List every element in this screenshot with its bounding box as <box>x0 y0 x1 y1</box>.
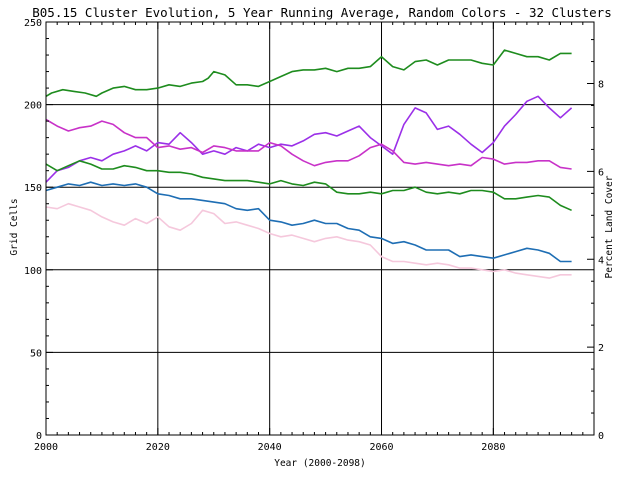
x-tick-label: 2020 <box>146 442 170 453</box>
right-y-tick-label: 0 <box>598 431 604 442</box>
y-tick-label: 250 <box>24 18 42 29</box>
series-line-3 <box>45 118 572 170</box>
series-line-6 <box>45 202 572 279</box>
y-tick-label: 150 <box>24 183 42 194</box>
x-tick-label: 2060 <box>369 442 393 453</box>
y-tick-label: 0 <box>36 431 42 442</box>
series-line-4 <box>45 160 572 212</box>
x-tick-label: 2040 <box>258 442 282 453</box>
series-line-5 <box>45 181 572 263</box>
right-y-tick-label: 8 <box>598 80 604 91</box>
chart-title: B05.15 Cluster Evolution, 5 Year Running… <box>32 5 611 20</box>
y-tick-label: 100 <box>24 266 42 277</box>
x-axis-title: Year (2000-2098) <box>274 458 366 469</box>
right-y-tick-label: 2 <box>598 343 604 354</box>
gridlines <box>46 22 594 435</box>
x-tick-label: 2000 <box>34 442 58 453</box>
series-line-2 <box>45 95 573 183</box>
y-tick-label: 200 <box>24 101 42 112</box>
series-line-1 <box>45 49 572 98</box>
right-y-axis-title: Percent Land Cover <box>604 175 615 278</box>
right-y-tick-label: 4 <box>598 255 604 266</box>
series-lines <box>45 49 573 279</box>
axes <box>45 21 595 436</box>
right-y-tick-label: 6 <box>598 167 604 178</box>
x-tick-label: 2080 <box>481 442 505 453</box>
y-axis-title: Grid Cells <box>9 198 20 255</box>
tick-labels: 2000 2020 2040 2060 2080 0 50 100 150 200 250 0 2 4 6 8 <box>24 18 604 453</box>
y-tick-label: 50 <box>30 348 42 359</box>
plot-frame <box>45 21 595 436</box>
